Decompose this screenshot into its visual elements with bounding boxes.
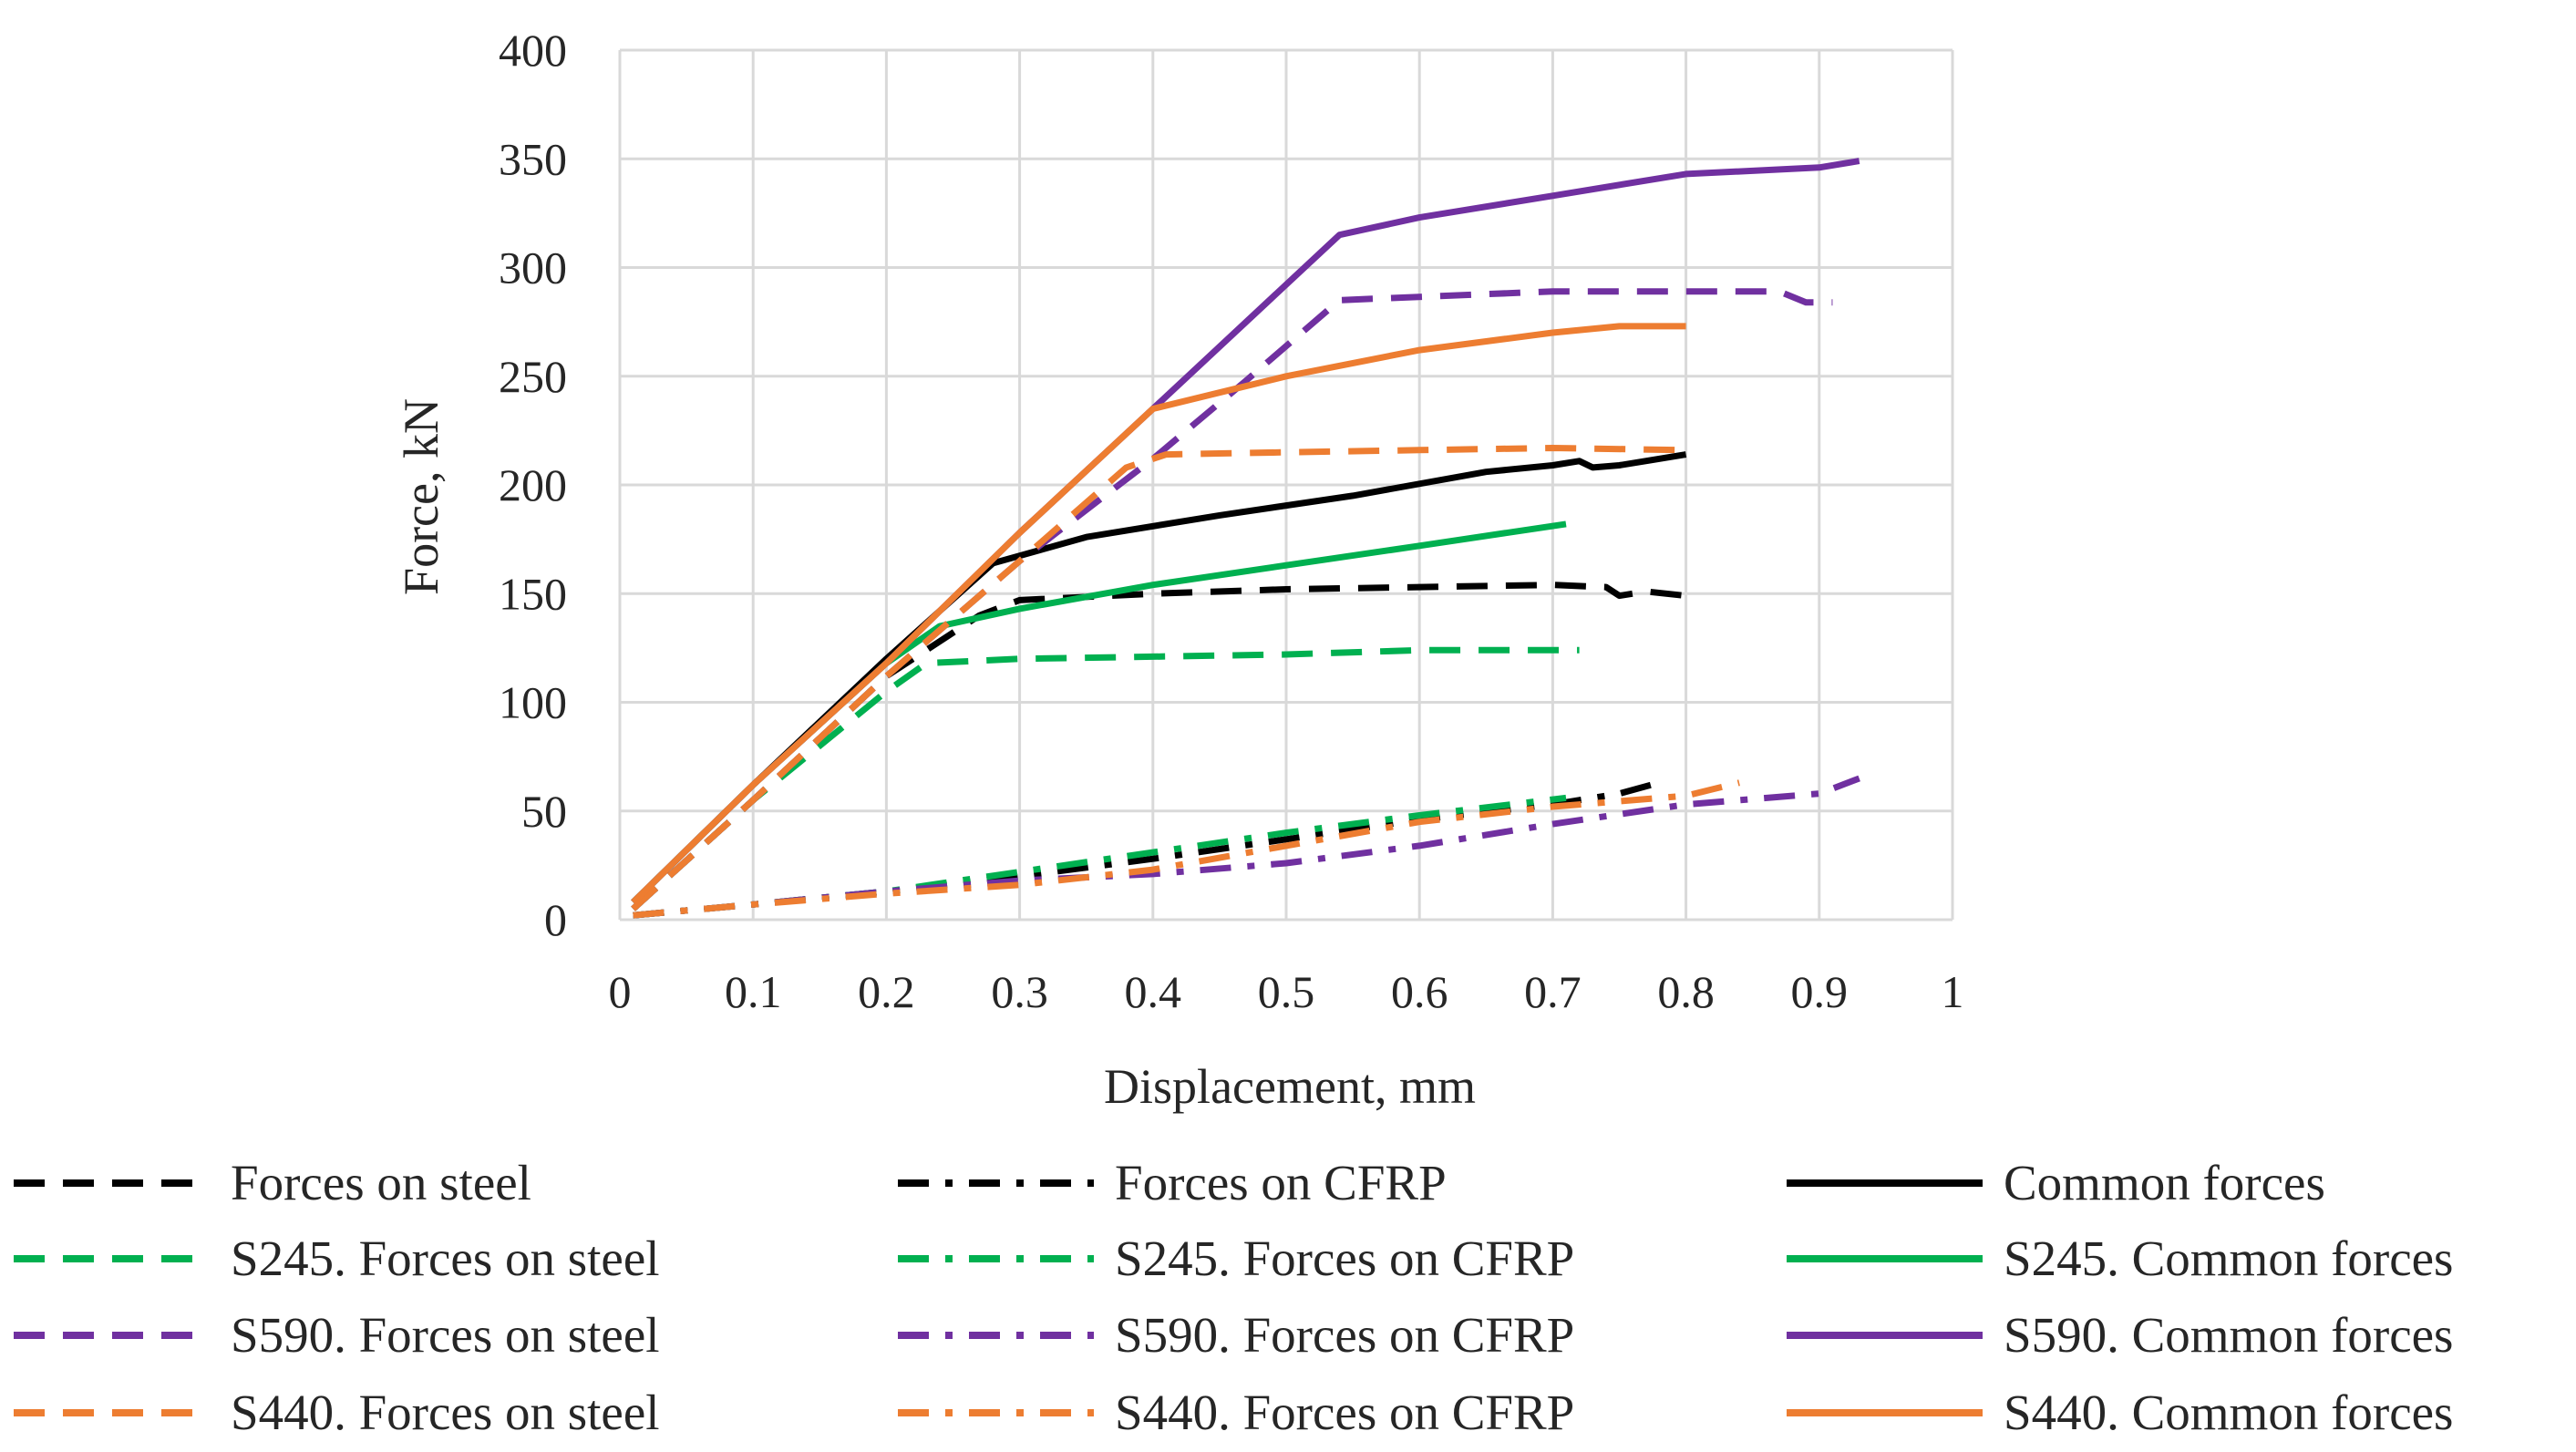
x-tick-label: 0.8 bbox=[1657, 966, 1715, 1017]
legend-item: Forces on CFRP bbox=[898, 1155, 1447, 1210]
legend-item: S245. Common forces bbox=[1787, 1231, 2453, 1286]
x-axis-ticks: 0 0.1 0.2 0.3 0.4 0.5 0.6 0.7 0.8 0.9 1 bbox=[609, 966, 1964, 1017]
x-tick-label: 0.5 bbox=[1258, 966, 1315, 1017]
series-line bbox=[633, 779, 1661, 919]
y-tick-label: 200 bbox=[499, 459, 567, 510]
y-tick-label: 400 bbox=[499, 25, 567, 76]
legend-label: Common forces bbox=[2004, 1155, 2325, 1210]
series-line bbox=[631, 323, 1686, 905]
legend-item: S440. Forces on steel bbox=[14, 1385, 660, 1440]
x-axis-label: Displacement, mm bbox=[1104, 1059, 1476, 1114]
x-tick-label: 0.4 bbox=[1125, 966, 1182, 1017]
x-tick-label: 0.1 bbox=[725, 966, 782, 1017]
legend-item: Common forces bbox=[1787, 1155, 2325, 1210]
y-tick-label: 150 bbox=[499, 568, 567, 619]
x-tick-label: 0.9 bbox=[1791, 966, 1849, 1017]
legend-label: S245. Forces on CFRP bbox=[1115, 1231, 1574, 1286]
y-axis-ticks: 0 50 100 150 200 250 300 350 400 bbox=[499, 25, 567, 945]
legend-label: S590. Common forces bbox=[2004, 1307, 2453, 1363]
legend-item: S590. Common forces bbox=[1787, 1307, 2453, 1363]
legend-item: S590. Forces on steel bbox=[14, 1307, 660, 1363]
legend-item: S440. Common forces bbox=[1787, 1385, 2453, 1440]
series-line bbox=[633, 794, 1567, 919]
legend-label: S245. Forces on steel bbox=[231, 1231, 660, 1286]
x-tick-label: 0 bbox=[609, 966, 632, 1017]
x-tick-label: 0.2 bbox=[858, 966, 915, 1017]
y-axis-label: Force, kN bbox=[394, 398, 448, 595]
legend-label: S440. Forces on steel bbox=[231, 1385, 660, 1440]
legend-label: S440. Common forces bbox=[2004, 1385, 2453, 1440]
series-line bbox=[633, 779, 1740, 919]
y-tick-label: 0 bbox=[544, 894, 567, 945]
legend-item: S245. Forces on steel bbox=[14, 1231, 660, 1286]
x-tick-label: 0.6 bbox=[1391, 966, 1448, 1017]
legend: Forces on steel Forces on CFRP Common forc… bbox=[14, 1155, 2453, 1440]
y-tick-label: 100 bbox=[499, 677, 567, 728]
legend-item: S590. Forces on CFRP bbox=[898, 1307, 1574, 1363]
y-tick-label: 250 bbox=[499, 351, 567, 402]
series-line bbox=[631, 288, 1833, 911]
series-line bbox=[633, 775, 1860, 919]
x-tick-label: 1 bbox=[1942, 966, 1964, 1017]
legend-label: S590. Forces on CFRP bbox=[1115, 1307, 1574, 1363]
series-line bbox=[631, 445, 1686, 911]
series-line bbox=[631, 451, 1687, 905]
series-line bbox=[631, 646, 1580, 911]
legend-item: Forces on steel bbox=[14, 1155, 531, 1210]
x-tick-label: 0.7 bbox=[1524, 966, 1582, 1017]
legend-item: S440. Forces on CFRP bbox=[898, 1385, 1574, 1440]
series-line bbox=[631, 582, 1686, 911]
legend-label: Forces on steel bbox=[231, 1155, 531, 1210]
legend-label: S590. Forces on steel bbox=[231, 1307, 660, 1363]
gridlines bbox=[618, 48, 1954, 922]
x-tick-label: 0.3 bbox=[991, 966, 1048, 1017]
legend-label: Forces on CFRP bbox=[1115, 1155, 1447, 1210]
legend-label: S440. Forces on CFRP bbox=[1115, 1385, 1574, 1440]
y-tick-label: 300 bbox=[499, 242, 567, 293]
series-lines bbox=[631, 158, 1860, 919]
y-tick-label: 350 bbox=[499, 133, 567, 184]
y-tick-label: 50 bbox=[521, 786, 567, 837]
legend-label: S245. Common forces bbox=[2004, 1231, 2453, 1286]
series-line bbox=[631, 158, 1860, 905]
legend-item: S245. Forces on CFRP bbox=[898, 1231, 1574, 1286]
